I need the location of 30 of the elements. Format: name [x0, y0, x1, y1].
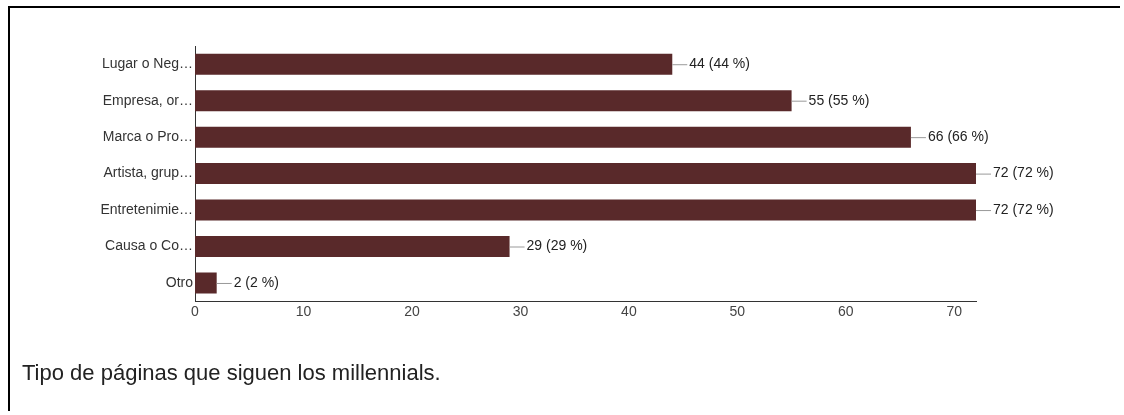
bar — [195, 272, 217, 294]
bar — [195, 53, 673, 75]
y-tick-label: Otro — [165, 273, 194, 290]
data-label: 44 (44 %) — [689, 55, 750, 72]
data-label: 72 (72 %) — [993, 164, 1054, 181]
y-tick-label: Causa o Co… — [105, 237, 193, 254]
x-tick-label: 30 — [512, 303, 529, 320]
y-tick-label: Entretenimie… — [100, 200, 193, 217]
bar — [195, 90, 792, 112]
text: Tipo de páginas que siguen los millennials. — [22, 360, 441, 386]
data-label: 2 (2 %) — [233, 273, 279, 290]
x-tick-label: 10 — [295, 303, 312, 320]
data-label: 55 (55 %) — [808, 91, 870, 108]
bar — [195, 163, 976, 185]
data-label: 66 (66 %) — [927, 128, 989, 144]
x-tick-label: 50 — [729, 303, 746, 320]
bar — [195, 126, 911, 148]
x-tick-label: 70 — [946, 303, 963, 320]
data-label: 72 (72 %) — [993, 200, 1054, 217]
bar — [195, 199, 976, 221]
x-tick-label: 20 — [404, 303, 420, 320]
y-tick-label: Artista, grup… — [103, 164, 193, 181]
y-tick-label: Lugar o Neg… — [101, 55, 193, 72]
y-tick-label: Empresa, or… — [102, 91, 193, 108]
data-label: 29 (29 %) — [526, 237, 588, 254]
x-tick-label: 0 — [191, 303, 200, 320]
x-tick-label: 40 — [621, 303, 637, 320]
x-tick-label: 60 — [838, 303, 854, 320]
y-tick-label: Marca o Pro… — [102, 128, 193, 144]
bar — [195, 236, 510, 258]
